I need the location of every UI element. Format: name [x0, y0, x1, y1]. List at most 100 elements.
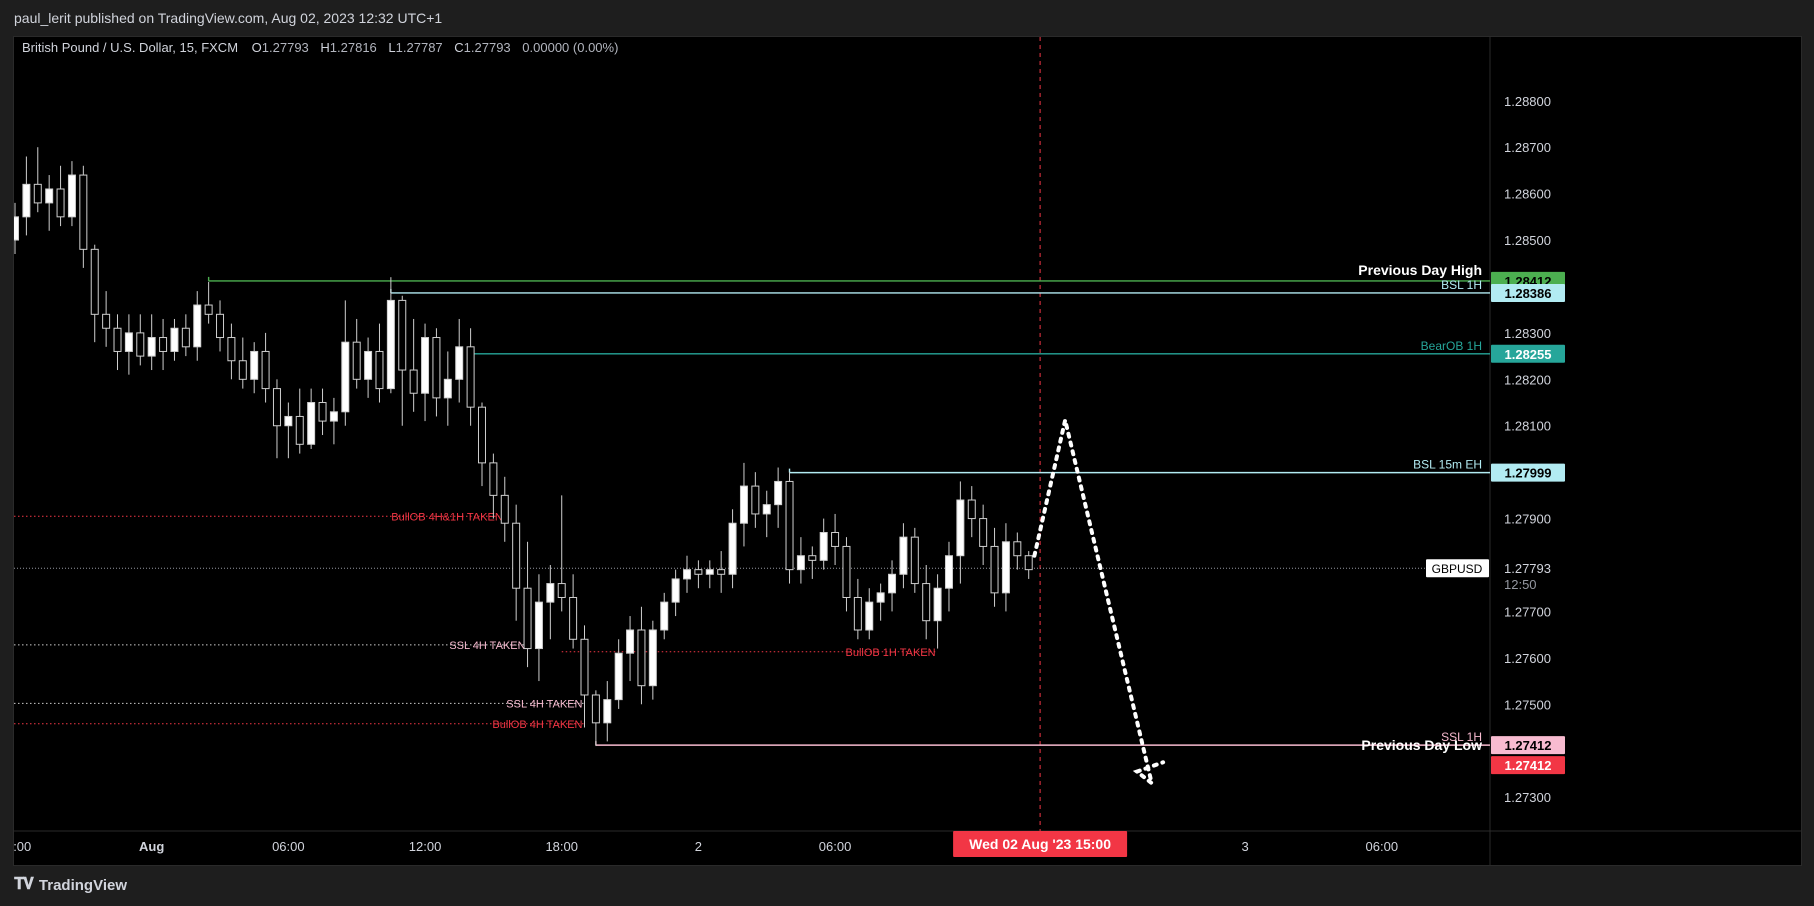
- chart-frame[interactable]: BullOB 4H&1H TAKEN SSL 4H TAKEN BullOB 1H …: [0, 36, 1802, 866]
- candle-body: [318, 402, 327, 422]
- candle-body: [489, 462, 498, 496]
- candle-body: [22, 183, 31, 218]
- candle-body: [1001, 541, 1010, 594]
- projection-path: [1032, 419, 1166, 789]
- tradingview-brand[interactable]: 𝐓𝐕 TradingView: [14, 876, 127, 894]
- candle-body: [648, 629, 657, 687]
- candle-body: [523, 587, 532, 650]
- candle-body: [637, 629, 646, 687]
- candle-body: [728, 522, 737, 575]
- candle-body: [1013, 541, 1022, 557]
- candle-body: [398, 299, 407, 371]
- candle-body: [295, 415, 304, 445]
- price-chart[interactable]: BullOB 4H&1H TAKEN SSL 4H TAKEN BullOB 1H …: [0, 37, 1801, 865]
- candle-body: [580, 638, 589, 696]
- last-price-badge: [1491, 559, 1565, 594]
- candle-body: [1024, 555, 1033, 571]
- taken-level-label: SSL 4H TAKEN: [449, 640, 525, 652]
- candle-body: [284, 415, 293, 427]
- candle-body: [341, 341, 350, 413]
- candle-body: [739, 485, 748, 524]
- candle-body: [967, 499, 976, 520]
- price-tick-label: 1.27600: [1504, 651, 1551, 666]
- taken-level-label: SSL 4H TAKEN: [506, 698, 582, 710]
- time-tick-label: 06:00: [1366, 839, 1399, 854]
- candle-body: [193, 304, 202, 348]
- time-tick-label: 3: [1242, 839, 1249, 854]
- candle-body: [956, 499, 965, 557]
- price-tick-label: 1.28100: [1504, 419, 1551, 434]
- price-tick-label: 1.27300: [1504, 790, 1551, 805]
- candle-body: [979, 518, 988, 547]
- price-badge: [1491, 283, 1565, 302]
- candle-body: [409, 369, 418, 394]
- level-label: BSL 15m EH: [1413, 458, 1482, 472]
- candle-body: [944, 555, 953, 589]
- candle-body: [603, 699, 612, 724]
- symbol-tag: [1426, 559, 1489, 578]
- level-label: SSL 1H: [1441, 730, 1482, 744]
- candle-body: [751, 485, 760, 515]
- time-tick-label: 06:00: [272, 839, 305, 854]
- candle-body: [147, 337, 156, 357]
- taken-level-label: BullOB 1H TAKEN: [846, 647, 936, 659]
- time-tick-label: 06:00: [819, 839, 852, 854]
- candle-body: [33, 183, 42, 204]
- level-label: BSL 1H: [1441, 278, 1482, 292]
- candle-body: [933, 587, 942, 622]
- candle-body: [272, 388, 281, 427]
- candle-body: [352, 341, 361, 380]
- candle-body: [546, 583, 555, 603]
- candle-body: [56, 188, 65, 218]
- time-tick-label: 12:00: [409, 839, 442, 854]
- price-badge-text: 1.28255: [1505, 347, 1552, 362]
- ohlc-close-value: 1.27793: [464, 40, 511, 55]
- publisher-bar: paul_lerit published on TradingView.com,…: [0, 0, 1814, 36]
- candle-body: [534, 601, 543, 650]
- price-axis[interactable]: [1490, 37, 1801, 865]
- candle-body: [990, 545, 999, 594]
- candle-body: [922, 583, 931, 622]
- change-value: 0.00000 (0.00%): [522, 40, 618, 55]
- candle-body: [500, 494, 509, 524]
- candle-body: [910, 536, 919, 585]
- taken-level-label: BullOB 4H TAKEN: [492, 719, 582, 731]
- candle-body: [796, 555, 805, 571]
- ohlc-high-key: H: [320, 40, 329, 55]
- candle-body: [671, 578, 680, 603]
- candle-body: [45, 188, 54, 204]
- candle-body: [455, 346, 464, 380]
- candle-body: [557, 583, 566, 598]
- candle-body: [124, 332, 133, 352]
- taken-level-label: BullOB 4H&1H TAKEN: [391, 511, 503, 523]
- candle-body: [329, 411, 338, 422]
- candle-body: [660, 601, 669, 631]
- price-tick-label: 1.28600: [1504, 187, 1551, 202]
- price-tick-label: 1.28800: [1504, 94, 1551, 109]
- publisher-text: paul_lerit published on TradingView.com,…: [14, 10, 443, 26]
- candle-body: [626, 629, 635, 654]
- symbol-title: British Pound / U.S. Dollar, 15, FXCM O1…: [22, 40, 618, 55]
- candle-body: [216, 313, 225, 339]
- candle-body: [102, 313, 111, 329]
- price-badge: [1491, 463, 1565, 482]
- candle-body: [79, 174, 88, 250]
- footer-bar: 𝐓𝐕 TradingView: [0, 866, 1814, 906]
- candle-body: [774, 480, 783, 506]
- level-label: BearOB 1H: [1421, 339, 1482, 353]
- candle-body: [694, 569, 703, 575]
- candle-body: [238, 360, 247, 380]
- symbol-name: British Pound / U.S. Dollar, 15, FXCM: [22, 40, 238, 55]
- price-badge-text: 1.27999: [1505, 466, 1552, 481]
- candle-body: [683, 569, 692, 580]
- candle-body: [899, 536, 908, 575]
- candle-body: [181, 327, 190, 348]
- candle-body: [261, 350, 270, 390]
- candle-body: [307, 402, 316, 445]
- candle-body: [808, 555, 817, 561]
- candle-body: [250, 350, 259, 380]
- candle-body: [386, 299, 395, 390]
- crosshair-time-text: Wed 02 Aug '23 15:00: [969, 836, 1111, 852]
- price-badge-text: 1.27412: [1505, 758, 1552, 773]
- price-badge: [1491, 736, 1565, 755]
